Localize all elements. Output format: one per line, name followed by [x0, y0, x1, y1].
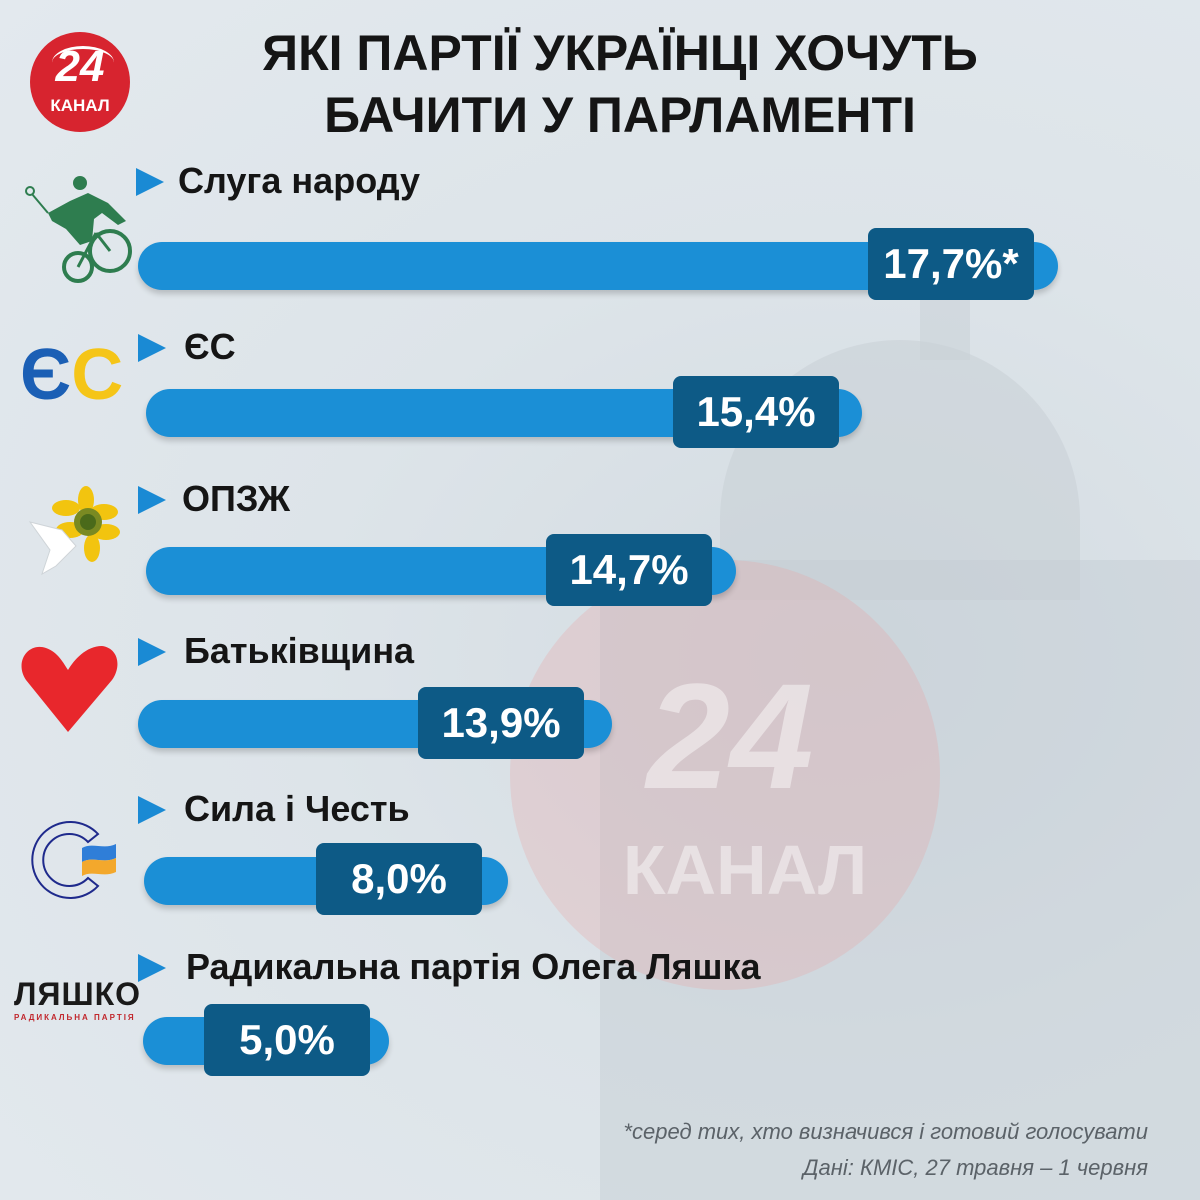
lyashko-logo-icon: ЛЯШКО РАДИКАЛЬНА ПАРТІЯ	[14, 976, 142, 1022]
watermark-number: 24	[646, 652, 814, 820]
footnote: *серед тих, хто визначився і готовий гол…	[623, 1114, 1148, 1186]
channel-logo: 24 КАНАЛ	[30, 32, 130, 132]
party-label: Слуга народу	[178, 160, 421, 201]
bullet-arrow-icon	[138, 796, 166, 824]
es-logo-icon: ЄС	[20, 335, 124, 415]
circle-flag-icon	[31, 821, 116, 899]
bullet-arrow-icon	[136, 168, 164, 196]
sunflower-dove-icon	[28, 486, 120, 576]
value-label: 8,0%	[316, 843, 482, 915]
party-label: ОПЗЖ	[182, 478, 291, 519]
value-label: 13,9%	[418, 687, 584, 759]
value-label: 15,4%	[673, 376, 839, 448]
bullet-arrow-icon	[138, 486, 166, 514]
background-parliament	[600, 560, 1200, 1200]
logo-arc-icon	[52, 46, 114, 79]
value-label: 5,0%	[204, 1004, 370, 1076]
logo-number: 24	[55, 42, 105, 91]
footnote-note: *серед тих, хто визначився і готовий гол…	[623, 1119, 1148, 1144]
value-label: 17,7%*	[868, 228, 1034, 300]
page-title: ЯКІ ПАРТІЇ УКРАЇНЦІ ХОЧУТЬ БАЧИТИ У ПАРЛ…	[180, 22, 1060, 146]
party-label: Сила і Честь	[184, 788, 410, 829]
bullet-arrow-icon	[138, 954, 166, 982]
bullet-arrow-icon	[138, 638, 166, 666]
watermark-text: КАНАЛ	[622, 831, 868, 909]
party-label: Батьківщина	[184, 630, 415, 671]
heart-icon	[21, 646, 118, 732]
title-line-1: ЯКІ ПАРТІЇ УКРАЇНЦІ ХОЧУТЬ	[262, 25, 978, 81]
logo-text: КАНАЛ	[50, 96, 110, 115]
footnote-source: Дані: КМІС, 27 травня – 1 червня	[803, 1155, 1148, 1180]
watermark-circle	[510, 560, 940, 990]
value-label: 14,7%	[546, 534, 712, 606]
party-label: ЄС	[184, 326, 236, 367]
title-line-2: БАЧИТИ У ПАРЛАМЕНТІ	[324, 87, 916, 143]
cyclist-icon	[25, 176, 132, 283]
party-label: Радикальна партія Олега Ляшка	[186, 946, 761, 987]
bullet-arrow-icon	[138, 334, 166, 362]
